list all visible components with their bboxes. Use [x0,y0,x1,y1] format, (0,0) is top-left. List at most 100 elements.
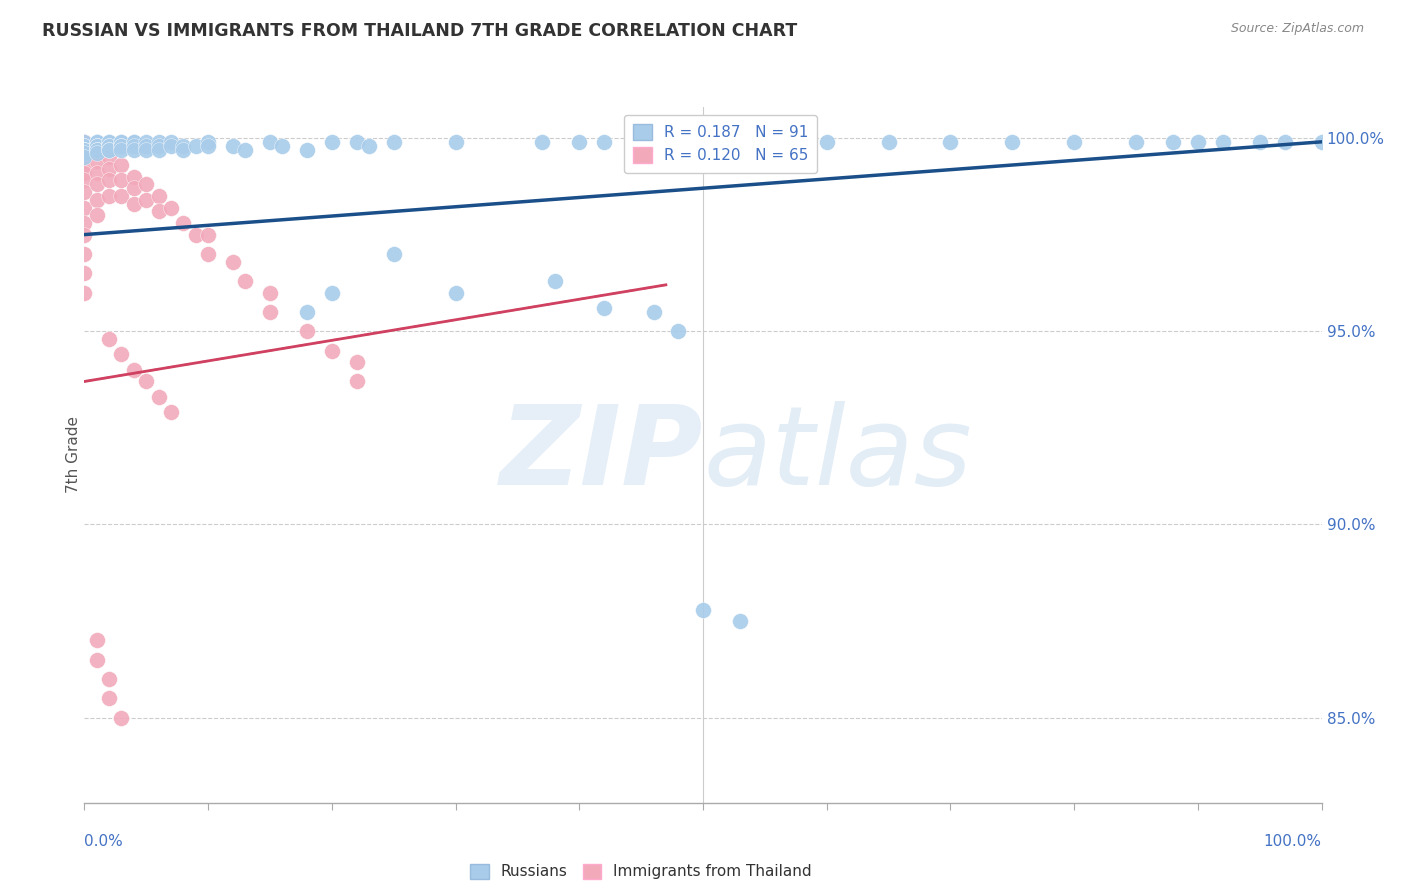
Point [73,143,96,157]
Point [86,143,108,157]
Point [184,138,207,153]
Point [1310,135,1333,149]
Legend: Russians, Immigrants from Thailand: Russians, Immigrants from Thailand [464,857,818,886]
Point [295,324,318,338]
Point [160,405,183,419]
Point [593,135,616,149]
Text: RUSSIAN VS IMMIGRANTS FROM THAILAND 7TH GRADE CORRELATION CHART: RUSSIAN VS IMMIGRANTS FROM THAILAND 7TH … [42,22,797,40]
Point [197,138,219,153]
Point [86,138,108,153]
Point [73,173,96,187]
Point [346,355,368,369]
Point [197,227,219,242]
Point [148,390,170,404]
Point [122,169,145,184]
Point [754,135,776,149]
Point [86,143,108,157]
Point [222,138,245,153]
Point [86,135,108,149]
Point [321,135,343,149]
Point [728,614,751,628]
Point [98,135,121,149]
Point [630,135,652,149]
Point [172,143,194,157]
Point [73,166,96,180]
Point [122,135,145,149]
Point [148,189,170,203]
Point [259,285,281,300]
Text: Source: ZipAtlas.com: Source: ZipAtlas.com [1230,22,1364,36]
Point [86,166,108,180]
Point [73,143,96,157]
Point [122,143,145,157]
Point [86,146,108,161]
Point [939,135,962,149]
Point [160,138,183,153]
Point [1187,135,1209,149]
Point [86,178,108,192]
Point [1001,135,1024,149]
Point [86,633,108,648]
Point [73,185,96,199]
Point [98,138,121,153]
Point [1125,135,1147,149]
Point [1249,135,1271,149]
Point [135,193,157,207]
Point [73,138,96,153]
Y-axis label: 7th Grade: 7th Grade [66,417,80,493]
Point [98,143,121,157]
Point [110,173,132,187]
Point [86,154,108,169]
Point [86,143,108,157]
Point [148,138,170,153]
Point [73,146,96,161]
Point [259,135,281,149]
Point [86,146,108,161]
Point [86,138,108,153]
Point [73,138,96,153]
Point [73,138,96,153]
Text: atlas: atlas [703,401,972,508]
Point [197,247,219,261]
Point [86,138,108,153]
Point [86,138,108,153]
Point [382,247,405,261]
Point [86,135,108,149]
Point [1063,135,1085,149]
Point [98,332,121,346]
Point [73,135,96,149]
Point [98,161,121,176]
Point [73,138,96,153]
Point [259,305,281,319]
Text: ZIP: ZIP [499,401,703,508]
Point [98,135,121,149]
Point [135,375,157,389]
Point [357,138,380,153]
Point [717,135,740,149]
Point [73,143,96,157]
Point [1212,135,1234,149]
Point [666,324,689,338]
Point [295,305,318,319]
Point [73,143,96,157]
Point [160,135,183,149]
Point [630,135,652,149]
Point [73,266,96,280]
Point [346,135,368,149]
Point [382,135,405,149]
Point [135,178,157,192]
Point [233,274,256,288]
Point [110,143,132,157]
Point [122,135,145,149]
Point [98,150,121,164]
Point [643,305,665,319]
Point [73,247,96,261]
Point [110,138,132,153]
Point [110,135,132,149]
Point [110,189,132,203]
Point [73,135,96,149]
Point [86,208,108,222]
Point [531,135,554,149]
Point [815,135,838,149]
Point [148,204,170,219]
